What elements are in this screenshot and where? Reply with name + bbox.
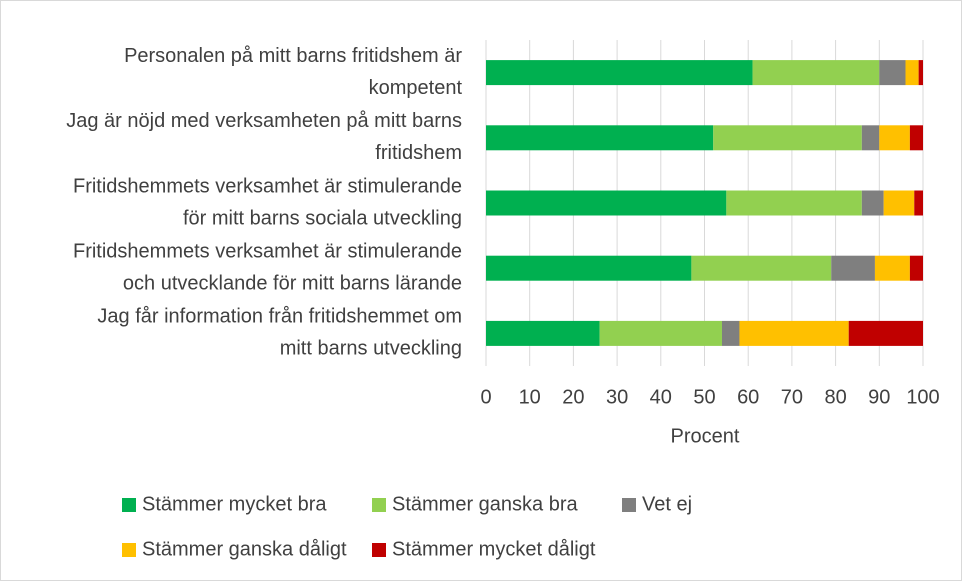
y-tick-label: och utvecklande för mitt barns lärande <box>123 272 462 294</box>
x-tick-label: 30 <box>606 386 628 408</box>
bar-segment <box>861 190 884 216</box>
x-tick-label: 100 <box>906 386 939 408</box>
bar-segment <box>848 320 923 346</box>
y-tick-label: Jag är nöjd med verksamheten på mitt bar… <box>66 110 462 132</box>
y-tick-label: mitt barns utveckling <box>280 338 462 360</box>
x-tick-label: 60 <box>737 386 759 408</box>
x-tick-label: 20 <box>562 386 584 408</box>
y-tick-label: Personalen på mitt barns fritidshem är <box>124 45 462 67</box>
x-tick-label: 10 <box>519 386 541 408</box>
x-tick-label: 40 <box>650 386 672 408</box>
legend-label: Stämmer ganska dåligt <box>142 538 347 560</box>
bar-segment <box>721 320 740 346</box>
bar-segment <box>918 60 923 86</box>
y-tick-label: Fritidshemmets verksamhet är stimulerand… <box>73 240 462 262</box>
bar-segment <box>874 255 910 281</box>
bar-segment <box>831 255 875 281</box>
x-tick-label: 0 <box>480 386 491 408</box>
legend-swatch <box>372 498 386 512</box>
x-tick-label: 80 <box>824 386 846 408</box>
bar-segment <box>905 60 919 86</box>
bar-segment <box>486 190 727 216</box>
y-tick-label: kompetent <box>369 77 463 99</box>
x-tick-label: 70 <box>781 386 803 408</box>
legend-swatch <box>122 543 136 557</box>
legend-swatch <box>372 543 386 557</box>
legend-label: Stämmer mycket dåligt <box>392 538 596 560</box>
bar-segment <box>879 125 910 151</box>
y-tick-label: Fritidshemmets verksamhet är stimulerand… <box>73 175 462 197</box>
bar-segment <box>726 190 862 216</box>
bar-segment <box>486 60 753 86</box>
legend-label: Stämmer ganska bra <box>392 493 579 515</box>
bar-segment <box>861 125 880 151</box>
bar-segment <box>752 60 880 86</box>
bar-segment <box>879 60 906 86</box>
legend-swatch <box>622 498 636 512</box>
legend-swatch <box>122 498 136 512</box>
y-tick-label: Jag får information från fritidshemmet o… <box>97 306 462 328</box>
legend-label: Vet ej <box>642 493 692 515</box>
x-tick-label: 50 <box>693 386 715 408</box>
bar-segment <box>909 255 923 281</box>
bar-segment <box>691 255 832 281</box>
bar-segment <box>486 125 714 151</box>
bar-segment <box>739 320 849 346</box>
bar-segment <box>909 125 923 151</box>
x-axis-title: Procent <box>671 425 740 447</box>
bar-segment <box>883 190 915 216</box>
bar-segment <box>713 125 862 151</box>
y-tick-label: fritidshem <box>375 142 462 164</box>
bar-segment <box>486 255 692 281</box>
y-tick-label: för mitt barns sociala utveckling <box>183 207 462 229</box>
bar-segment <box>914 190 923 216</box>
x-tick-label: 90 <box>868 386 890 408</box>
legend-label: Stämmer mycket bra <box>142 493 327 515</box>
bar-segment <box>599 320 722 346</box>
bar-segment <box>486 320 600 346</box>
